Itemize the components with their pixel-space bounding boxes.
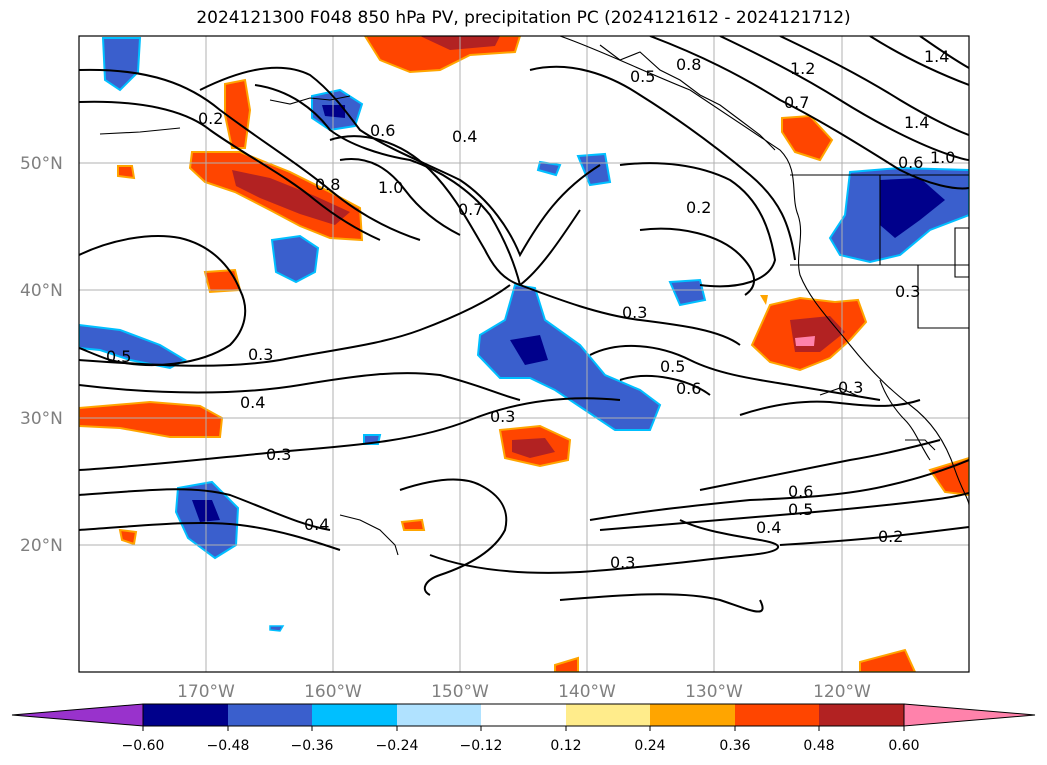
precip-blob (79, 400, 224, 438)
precip-blob (476, 283, 662, 431)
colorbar-extend-right (903, 703, 1036, 727)
colorbar-tick-label: −0.36 (291, 738, 334, 754)
contour-label: 0.3 (622, 303, 647, 322)
lat-labels: 50°N 40°N 30°N 20°N (20, 154, 63, 556)
colorbar-segment (143, 704, 228, 726)
contour-label: 0.2 (878, 527, 903, 546)
contour-label: 0.6 (370, 121, 395, 140)
precip-blob (118, 528, 138, 546)
colorbar-segment (481, 704, 566, 726)
contour-label: 0.3 (490, 407, 515, 426)
lon-label: 160°W (304, 682, 362, 702)
precip-blob (668, 278, 707, 307)
colorbar-tick-label: 0.60 (888, 738, 919, 754)
gridlines (79, 36, 969, 672)
contour-label: 0.8 (315, 175, 340, 194)
contour-label: 0.4 (240, 393, 265, 412)
contour-label: 0.5 (106, 347, 131, 366)
contour-label: 1.0 (378, 178, 403, 197)
colorbar-tick-label: 0.24 (634, 738, 665, 754)
precip-blob (101, 37, 142, 92)
colorbar-segment (650, 704, 735, 726)
precip-blob (859, 648, 917, 672)
colorbar-tick-label: −0.60 (122, 738, 165, 754)
precip-blob (117, 165, 136, 180)
map-frame (78, 35, 970, 673)
lon-label: 170°W (177, 682, 235, 702)
precip-blob (928, 456, 969, 497)
contour-label: 0.6 (898, 153, 923, 172)
contour-label: 0.4 (304, 515, 329, 534)
contour-label: 1.4 (924, 47, 949, 66)
colorbar-tick-label: −0.12 (460, 738, 503, 754)
colorbar: −0.60 −0.48 −0.36 −0.24 −0.12 0.12 0.24 … (11, 703, 1036, 754)
colorbar-segment (566, 704, 650, 726)
colorbar-segment (228, 704, 312, 726)
colorbar-tick-label: 0.36 (719, 738, 750, 754)
contour-label: 0.6 (676, 379, 701, 398)
precip-blob (270, 234, 320, 284)
precip-blob (232, 170, 350, 225)
lat-label: 30°N (20, 409, 63, 429)
precip-blob (512, 438, 555, 458)
colorbar-segment (735, 704, 819, 726)
lat-label: 50°N (20, 154, 63, 174)
lat-label: 20°N (20, 536, 63, 556)
precip-blob (795, 336, 815, 346)
contour-label: 0.4 (452, 127, 477, 146)
contour-label: 0.5 (788, 500, 813, 519)
contour-label: 0.3 (248, 345, 273, 364)
precip-blob (224, 78, 252, 149)
contour-label: 0.2 (198, 109, 223, 128)
precip-blob (880, 178, 945, 238)
precip-blob (400, 518, 426, 531)
precip-blob (79, 323, 188, 370)
colorbar-segment (397, 704, 481, 726)
contour-label: 0.3 (895, 282, 920, 301)
contour-label: 0.4 (756, 518, 781, 537)
contour-label: 0.5 (630, 67, 655, 86)
precip-blob (760, 295, 768, 305)
map-title: 2024121300 F048 850 hPa PV, precipitatio… (196, 8, 851, 28)
colorbar-extend-left (11, 703, 144, 727)
contour-label: 1.4 (904, 113, 929, 132)
precip-blob (269, 625, 285, 632)
contour-label: 0.3 (610, 553, 635, 572)
lon-labels: 170°W 160°W 150°W 140°W 130°W 120°W (177, 682, 871, 702)
precip-shading (79, 36, 969, 672)
colorbar-tick-label: −0.24 (376, 738, 419, 754)
lon-label: 120°W (813, 682, 871, 702)
precip-blob (554, 656, 579, 672)
contour-label: 0.7 (784, 93, 809, 112)
colorbar-segment (819, 704, 904, 726)
contour-label: 0.5 (660, 357, 685, 376)
lat-label: 40°N (20, 281, 63, 301)
precip-blob (510, 335, 548, 365)
lon-label: 140°W (558, 682, 616, 702)
colorbar-segment (312, 704, 397, 726)
contour-labels: 0.2 0.6 0.8 1.0 0.7 0.4 0.5 0.8 1.2 1.4 … (106, 47, 955, 572)
colorbar-tick-label: −0.48 (207, 738, 250, 754)
colorbar-tick-label: 0.12 (550, 738, 581, 754)
lon-label: 130°W (685, 682, 743, 702)
contour-label: 1.0 (930, 148, 955, 167)
contour-label: 0.3 (266, 445, 291, 464)
contour-label: 0.3 (838, 378, 863, 397)
contour-label: 0.7 (458, 200, 483, 219)
colorbar-tick-label: 0.48 (803, 738, 834, 754)
coastlines (99, 36, 969, 556)
pv-contours (79, 36, 969, 613)
contour-label: 0.6 (788, 482, 813, 501)
contour-label: 0.8 (676, 55, 701, 74)
lon-label: 150°W (431, 682, 489, 702)
contour-label: 0.2 (686, 198, 711, 217)
precip-blob (536, 160, 562, 177)
contour-label: 1.2 (790, 59, 815, 78)
